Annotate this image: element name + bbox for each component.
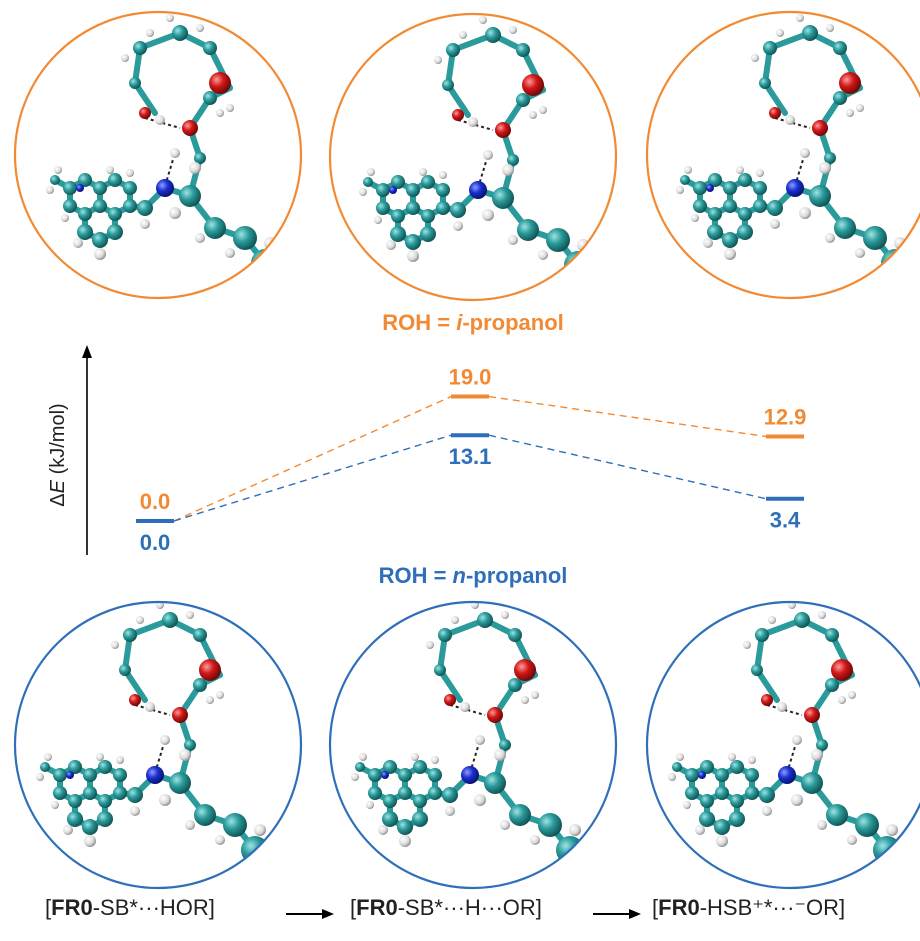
structure-top-1	[13, 10, 303, 300]
arrow-right-icon	[286, 909, 334, 919]
connector-line	[488, 395, 767, 438]
structure-top-3	[645, 10, 920, 300]
energy-value-label: 3.4	[770, 508, 801, 533]
energy-axis	[82, 345, 92, 555]
state-label-1: [FR0-SB*···HOR]	[45, 895, 215, 920]
structure-top-2	[328, 12, 618, 302]
structure-bottom-3	[645, 600, 920, 890]
energy-value-label: 12.9	[764, 405, 807, 430]
connector-line	[173, 395, 452, 522]
energy-value-label: 0.0	[140, 489, 171, 514]
structure-bottom-2	[328, 600, 618, 890]
connector-line	[488, 434, 767, 500]
structure-bottom-1	[13, 600, 303, 890]
axis-label: ΔE (kJ/mol)	[47, 403, 69, 506]
state-labels: [FR0-SB*···HOR] [FR0-SB*···H···OR] [FR0-…	[0, 895, 920, 935]
energy-value-label: 19.0	[449, 365, 492, 390]
legend-n-propanol: ROH = n-propanol	[379, 563, 568, 588]
state-label-3: [FR0-HSB⁺*···⁻OR]	[652, 895, 846, 920]
legend-i-propanol: ROH = i-propanol	[382, 310, 564, 335]
energy-levels: 0.0 19.0 12.9 0.0 13.1 3.4	[136, 365, 806, 555]
energy-value-label: 0.0	[140, 530, 171, 555]
connector-line	[173, 434, 452, 522]
arrow-right-icon	[593, 909, 641, 919]
energy-value-label: 13.1	[449, 444, 492, 469]
state-label-2: [FR0-SB*···H···OR]	[350, 895, 542, 920]
